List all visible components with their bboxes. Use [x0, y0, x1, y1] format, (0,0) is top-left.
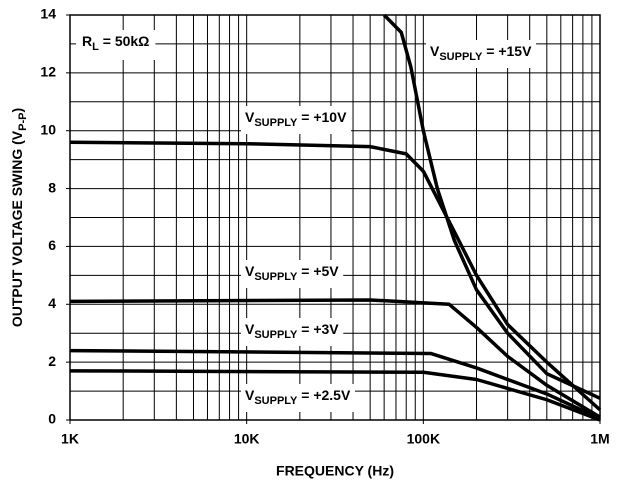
series-label-main: V	[430, 43, 440, 59]
plot-frame	[69, 14, 601, 421]
series-label-sub: SUPPLY	[439, 51, 483, 63]
annotation-suffix: = 50kΩ	[99, 33, 150, 49]
series-label-suffix: = +10V	[297, 109, 347, 125]
x-tick-label: 10K	[234, 431, 260, 447]
y-tick-label: 12	[40, 64, 56, 80]
annotation: RL = 50kΩ	[82, 33, 149, 53]
series-label-sub: SUPPLY	[254, 117, 298, 129]
annotation-bg	[76, 30, 156, 60]
series-label: VSUPPLY = +2.5V	[245, 387, 351, 407]
y-tick-label: 0	[48, 411, 56, 427]
series-label-suffix: = +3V	[297, 321, 339, 337]
series-label: VSUPPLY = +5V	[245, 263, 339, 283]
y-tick-label: 14	[40, 6, 56, 22]
series-label: VSUPPLY = +3V	[245, 321, 339, 341]
series-line	[69, 140, 602, 412]
series-label-main: V	[245, 321, 255, 337]
x-tick-label: 1M	[590, 431, 609, 447]
annotation-sub: L	[92, 41, 99, 53]
label-bg	[241, 260, 344, 288]
label-bg	[241, 106, 352, 134]
annotation-main: R	[82, 33, 92, 49]
x-tick-label: 100K	[407, 431, 440, 447]
series-label-sub: SUPPLY	[254, 329, 298, 341]
label-bg	[426, 40, 537, 68]
x-tick-label: 1K	[61, 431, 79, 447]
y-axis-title-sub: P-P	[17, 113, 29, 131]
series-label-suffix: = +5V	[297, 263, 339, 279]
y-axis-title-group: OUTPUT VOLTAGE SWING (VP-P)	[9, 108, 29, 327]
x-axis-title: FREQUENCY (Hz)	[276, 463, 394, 479]
series-label-suffix: = +15V	[482, 43, 532, 59]
y-axis-title: OUTPUT VOLTAGE SWING (VP-P)	[9, 108, 29, 327]
series-line	[69, 298, 601, 419]
series-label-main: V	[245, 109, 255, 125]
series-label-sub: SUPPLY	[254, 395, 298, 407]
y-tick-label: 2	[48, 353, 56, 369]
y-axis-title-suffix: )	[9, 108, 25, 113]
y-tick-label: 6	[48, 237, 56, 253]
series-label-main: V	[245, 263, 255, 279]
series-label-suffix: = +2.5V	[297, 387, 351, 403]
series-label: VSUPPLY = +15V	[430, 43, 532, 63]
series-line	[69, 369, 601, 422]
label-bg	[241, 384, 355, 412]
y-tick-label: 4	[48, 295, 56, 311]
series-label-sub: SUPPLY	[254, 271, 298, 283]
series-label: VSUPPLY = +10V	[245, 109, 347, 129]
label-bg	[241, 318, 344, 346]
series-label-main: V	[245, 387, 255, 403]
y-axis-title-main: OUTPUT VOLTAGE SWING (V	[9, 130, 25, 327]
y-tick-label: 10	[40, 121, 56, 137]
series-line	[69, 348, 601, 421]
y-tick-label: 8	[48, 179, 56, 195]
